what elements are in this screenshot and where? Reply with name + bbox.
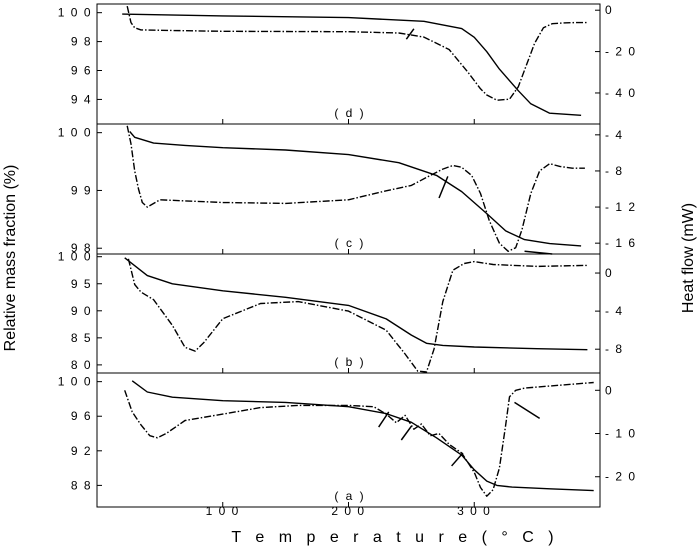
- annotation-arrow: [400, 425, 412, 441]
- annotation-arrow: [378, 411, 390, 428]
- panel-label: ( a ): [334, 489, 365, 503]
- panel-label: ( d ): [334, 106, 365, 120]
- left-tick-label: 9 0: [71, 304, 92, 318]
- right-tick-label: - 1 0: [605, 427, 637, 441]
- left-tick-label: 1 0 0: [58, 6, 92, 20]
- left-tick-label: 9 2: [71, 444, 92, 458]
- panel-label: ( c ): [335, 236, 366, 250]
- left-tick-label: 9 8: [71, 35, 92, 49]
- annotation-arrow: [524, 250, 553, 255]
- x-axis-label: T e m p e r a t u r e ( ° C ): [231, 529, 558, 546]
- heat-flow-curve: [127, 258, 588, 373]
- right-tick-label: - 4: [605, 304, 624, 318]
- annotation-arrow: [438, 176, 449, 199]
- annotation-arrow: [514, 401, 541, 420]
- left-tick-label: 9 4: [71, 92, 92, 106]
- right-tick-label: 0: [605, 3, 613, 17]
- mass-curve: [122, 13, 582, 116]
- x-tick-label: 1 0 0: [206, 504, 240, 518]
- annotation-arrow: [451, 452, 464, 467]
- mass-curve: [124, 257, 588, 351]
- right-tick-label: - 4: [605, 128, 624, 142]
- left-tick-label: 9 8: [71, 241, 92, 255]
- left-tick-label: 1 0 0: [58, 375, 92, 389]
- right-tick-label: - 1 2: [605, 200, 637, 214]
- mass-curve: [131, 380, 594, 492]
- mass-curve: [129, 131, 582, 247]
- right-tick-label: 0: [605, 266, 613, 280]
- panel-label: ( b ): [334, 355, 365, 369]
- x-tick-label: 2 0 0: [331, 504, 365, 518]
- annotation-arrow: [405, 28, 415, 40]
- left-tick-label: 9 5: [71, 277, 92, 291]
- left-tick-label: 8 8: [71, 478, 92, 492]
- heat-flow-curve: [124, 381, 594, 497]
- x-tick-label: 3 0 0: [457, 504, 491, 518]
- left-tick-label: 1 0 0: [58, 250, 92, 264]
- heat-flow-curve: [126, 125, 585, 253]
- left-tick-label: 9 6: [71, 409, 92, 423]
- right-tick-label: 0: [605, 383, 613, 397]
- right-tick-label: - 2 0: [605, 470, 637, 484]
- left-axis-label: Relative mass fraction (%): [2, 165, 19, 352]
- left-tick-label: 9 9: [71, 183, 92, 197]
- right-tick-label: - 8: [605, 164, 624, 178]
- panel-frame: [96, 123, 601, 255]
- panel-frame: [96, 372, 601, 508]
- right-tick-label: - 4 0: [605, 86, 637, 100]
- right-tick-label: - 1 6: [605, 236, 637, 250]
- left-tick-label: 8 5: [71, 331, 92, 345]
- right-tick-label: - 8: [605, 342, 624, 356]
- right-axis-label: Heat flow (mW): [680, 203, 697, 313]
- left-tick-label: 8 0: [71, 358, 92, 372]
- right-tick-label: - 2 0: [605, 45, 637, 59]
- plot-area: 1 0 09 89 69 40- 2 0- 4 0( d )1 0 09 99 …: [58, 3, 637, 518]
- left-tick-label: 9 6: [71, 64, 92, 78]
- heat-flow-curve: [126, 5, 588, 101]
- left-tick-label: 1 0 0: [58, 126, 92, 140]
